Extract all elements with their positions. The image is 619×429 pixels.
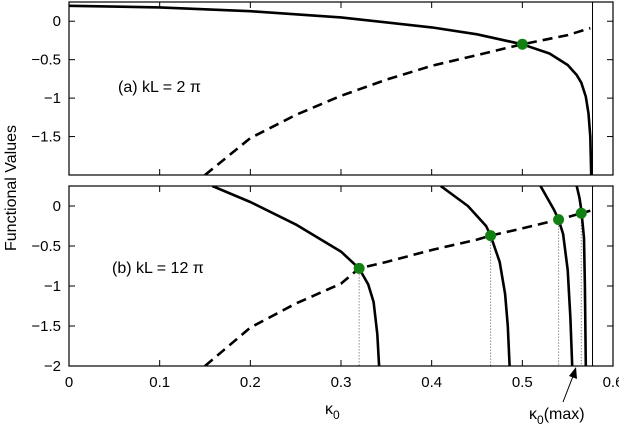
panel-a: 0 −0.5 −1 −1.5 (a) kL = 2 π [31,1,614,176]
panel-b-annotation: (b) kL = 12 π [112,260,204,277]
dashed-curve [204,26,591,175]
panel-a-annotation: (a) kL = 2 π [118,79,201,96]
solid-curve [575,186,588,366]
y-tick-label: 0 [53,13,61,30]
kappa-max-subscript: 0 [537,413,544,427]
x-tick-label: 0.6 [603,374,619,391]
solid-curve [539,186,574,366]
x-axis-label-subscript: 0 [333,408,340,422]
x-tick-label: 0.4 [421,374,442,391]
dashed-curve [204,209,591,366]
y-tick-label: −0.5 [31,238,61,255]
intersection-point [553,214,565,226]
kappa-max-symbol: κ [529,406,538,423]
y-tick-label: −2 [44,358,61,375]
intersection-point [353,262,365,274]
intersection-point [485,230,497,242]
y-tick-label: −1 [44,90,61,107]
x-tick-label: 0.1 [149,374,170,391]
solid-curve [211,186,381,366]
y-tick-label: 0 [53,198,61,215]
y-tick-label: −0.5 [31,52,61,69]
y-tick-label: −1.5 [31,318,61,335]
intersection-point [516,38,528,50]
y-tick-label: −1 [44,278,61,295]
x-tick-label: 0.3 [331,374,352,391]
kappa-max-label: κ0(max) [529,406,585,427]
kappa-max-arrowhead [569,367,577,379]
solid-curve [69,4,593,175]
x-axis-label-symbol: κ [325,401,334,418]
solid-curve [439,186,511,366]
x-tick-label: 0.2 [240,374,261,391]
kappa-max-annotation: κ0(max) [529,367,585,427]
x-axis-label: κ0 [325,401,340,422]
x-tick-label: 0.5 [512,374,533,391]
y-axis-label: Functional Values [3,125,20,251]
kappa-max-suffix: (max) [544,406,585,423]
y-tick-label: −1.5 [31,129,61,146]
panel-b: 0 −0.5 −1 −1.5 −2 0 0.1 0.2 0.3 0.4 0.5 0.6 (b) kL… [31,185,619,391]
x-tick-label: 0 [65,374,73,391]
intersection-point [575,207,587,219]
